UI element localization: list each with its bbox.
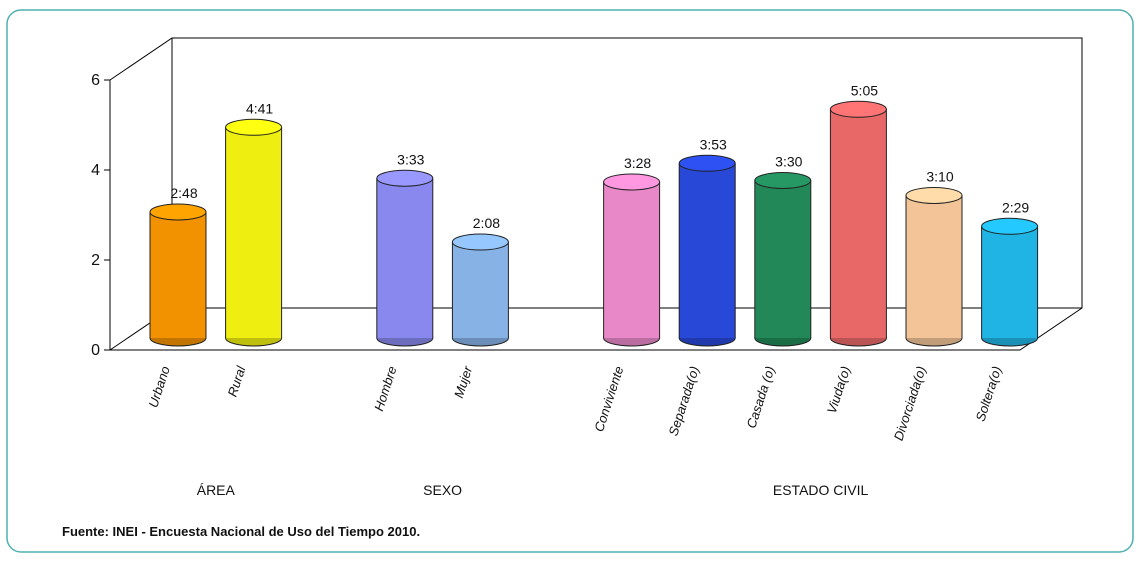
bar-top (225, 118, 283, 136)
value-label: 2:29 (1002, 199, 1029, 215)
value-label: 3:10 (926, 168, 953, 184)
value-label: 2:48 (170, 185, 197, 201)
bar (830, 109, 887, 338)
y-tick-label: 6 (91, 72, 100, 89)
value-label: 3:30 (775, 154, 802, 170)
value-label: 3:28 (624, 155, 651, 171)
bar (452, 242, 509, 338)
bar-top (451, 233, 509, 251)
bar (603, 181, 660, 338)
bar-top (905, 186, 963, 204)
bar-top (678, 154, 736, 172)
value-label: 3:53 (700, 136, 727, 152)
value-label: 4:41 (246, 100, 273, 116)
group-label: ÁREA (197, 482, 236, 498)
y-tick-label: 2 (91, 252, 100, 269)
bar-top (376, 169, 434, 187)
bar-top (829, 100, 887, 118)
bar-top (149, 203, 207, 221)
bar (225, 127, 282, 338)
value-label: 2:08 (473, 215, 500, 231)
bar-top (754, 172, 812, 189)
bar-top (603, 173, 661, 191)
source-note: Fuente: INEI - Encuesta Nacional de Uso … (62, 524, 420, 539)
y-tick-label: 0 (91, 342, 100, 359)
group-label: ESTADO CIVIL (773, 482, 869, 498)
bar (981, 226, 1038, 338)
bar (679, 163, 736, 338)
value-label: 3:33 (397, 151, 424, 167)
value-label: 5:05 (851, 82, 878, 98)
y-tick-label: 4 (91, 162, 100, 179)
bar (906, 195, 962, 338)
bar (150, 212, 206, 338)
bar (376, 178, 433, 338)
group-label: SEXO (423, 482, 462, 498)
bar (754, 180, 811, 338)
bar-top (981, 217, 1039, 235)
